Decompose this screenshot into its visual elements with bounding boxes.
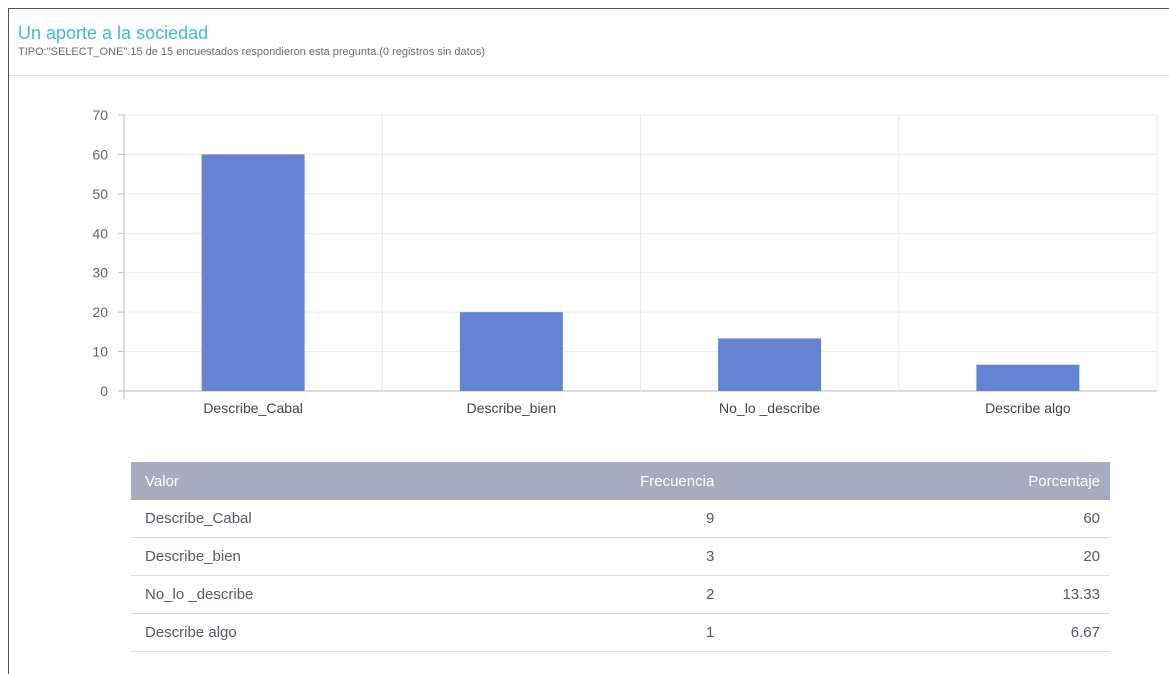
bar — [718, 338, 822, 391]
y-tick-label: 70 — [92, 107, 108, 123]
x-tick-label: Describe_bien — [467, 400, 557, 416]
y-tick-label: 30 — [92, 265, 108, 281]
bar-chart: 0 10 20 30 40 50 60 70 Describe_Cabal Describe_bi… — [92, 107, 1158, 416]
cell-valor: Describe_bien — [131, 537, 548, 576]
cell-valor: No_lo _describe — [131, 575, 548, 614]
table-header-row: Valor Frecuencia Porcentaje — [131, 462, 1110, 500]
y-tick-label: 0 — [100, 383, 108, 399]
cell-porcentaje: 13.33 — [1014, 575, 1110, 614]
cell-frecuencia: 1 — [547, 613, 1015, 652]
table-row: No_lo _describe 2 13.33 — [131, 575, 1110, 614]
cell-porcentaje: 20 — [1014, 537, 1110, 576]
bar — [976, 364, 1080, 391]
y-tick-label: 20 — [92, 304, 108, 320]
cell-frecuencia: 3 — [547, 537, 1015, 576]
cell-valor: Describe algo — [131, 613, 548, 652]
cell-frecuencia: 9 — [547, 500, 1015, 538]
panel-frame — [8, 8, 1169, 674]
cell-porcentaje: 6.67 — [1014, 613, 1110, 652]
bar — [201, 154, 305, 391]
cell-porcentaje: 60 — [1014, 500, 1110, 538]
question-subtitle: TIPO:"SELECT_ONE".15 de 15 encuestados r… — [18, 46, 486, 58]
header-frecuencia: Frecuencia — [547, 462, 1015, 500]
x-tick-label: Describe algo — [985, 400, 1071, 416]
table-row: Describe algo 1 6.67 — [131, 613, 1110, 652]
x-tick-label: No_lo _describe — [719, 400, 820, 416]
y-tick-label: 50 — [92, 186, 108, 202]
header-valor: Valor — [131, 462, 548, 500]
question-title: Un aporte a la sociedad — [18, 23, 209, 43]
x-tick-label: Describe_Cabal — [203, 400, 303, 416]
cell-frecuencia: 2 — [547, 575, 1015, 614]
y-tick-label: 40 — [92, 225, 108, 241]
table-row: Describe_Cabal 9 60 — [131, 500, 1110, 538]
table-row: Describe_bien 3 20 — [131, 537, 1110, 576]
cell-valor: Describe_Cabal — [131, 500, 548, 538]
y-tick-label: 60 — [92, 146, 108, 162]
header-divider — [9, 75, 1169, 76]
bar — [459, 312, 563, 391]
y-tick-label: 10 — [92, 344, 108, 360]
frequency-table: Valor Frecuencia Porcentaje Describe_Cab… — [131, 462, 1110, 652]
header-porcentaje: Porcentaje — [1014, 462, 1110, 500]
